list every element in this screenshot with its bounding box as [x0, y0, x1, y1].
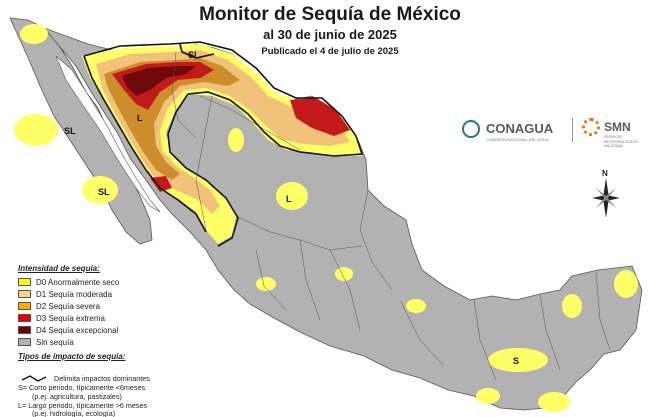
impact-label-sl-bc: SL: [64, 126, 76, 136]
legend-item-d1: D1 Sequía moderada: [18, 289, 112, 299]
logo-divider: [572, 118, 573, 142]
impact-label-sl-bcs: SL: [98, 187, 110, 197]
legend-swatch: [18, 290, 31, 298]
page-title: Monitor de Sequía de México: [199, 4, 461, 25]
smn-emblem-icon: [582, 118, 600, 136]
legend-item-d3: D3 Sequía extrema: [18, 313, 105, 323]
legend-swatch: [18, 326, 31, 334]
compass-rose-icon: N: [592, 169, 620, 218]
published-subtitle: Publicado el 4 de julio de 2025: [261, 46, 399, 57]
legend-swatch: [18, 338, 31, 346]
impact-s-line1: S= Corto periodo, típicamente <6meses: [18, 383, 146, 392]
impact-label-s-yucatan: S: [513, 356, 519, 366]
conagua-emblem-icon: [462, 120, 480, 138]
legend-item-d2: D2 Sequía severa: [18, 301, 100, 311]
legend-item-none: Sin sequía: [18, 337, 74, 347]
legend-item-d4: D4 Sequía excepcional: [18, 325, 118, 335]
legend-item-d0: D0 Anormalmente seco: [18, 277, 119, 287]
date-subtitle: al 30 de junio de 2025: [263, 27, 397, 42]
impact-s-line2: (p.ej. agricultura, pastizales): [32, 392, 122, 401]
legend-swatch: [18, 314, 31, 322]
legend-swatch: [18, 302, 31, 310]
impact-l-line2: (p.ej. hidrología, ecología): [32, 409, 116, 417]
legend-swatch: [18, 278, 31, 286]
impact-l-line1: L= Largo periodo, típicamente >6 meses: [18, 401, 148, 410]
impact-types-title: Tipos de impacto de sequía:: [18, 352, 126, 361]
impact-delimita-label: Delimita impactos dominantes: [54, 374, 150, 383]
impact-label-sl-north: SL: [188, 50, 200, 60]
impact-label-l-north: L: [137, 113, 143, 123]
impact-label-l-center: L: [286, 194, 292, 204]
compass-north-label: N: [602, 169, 608, 178]
legend-title: Intensidad de sequía:: [18, 264, 100, 273]
